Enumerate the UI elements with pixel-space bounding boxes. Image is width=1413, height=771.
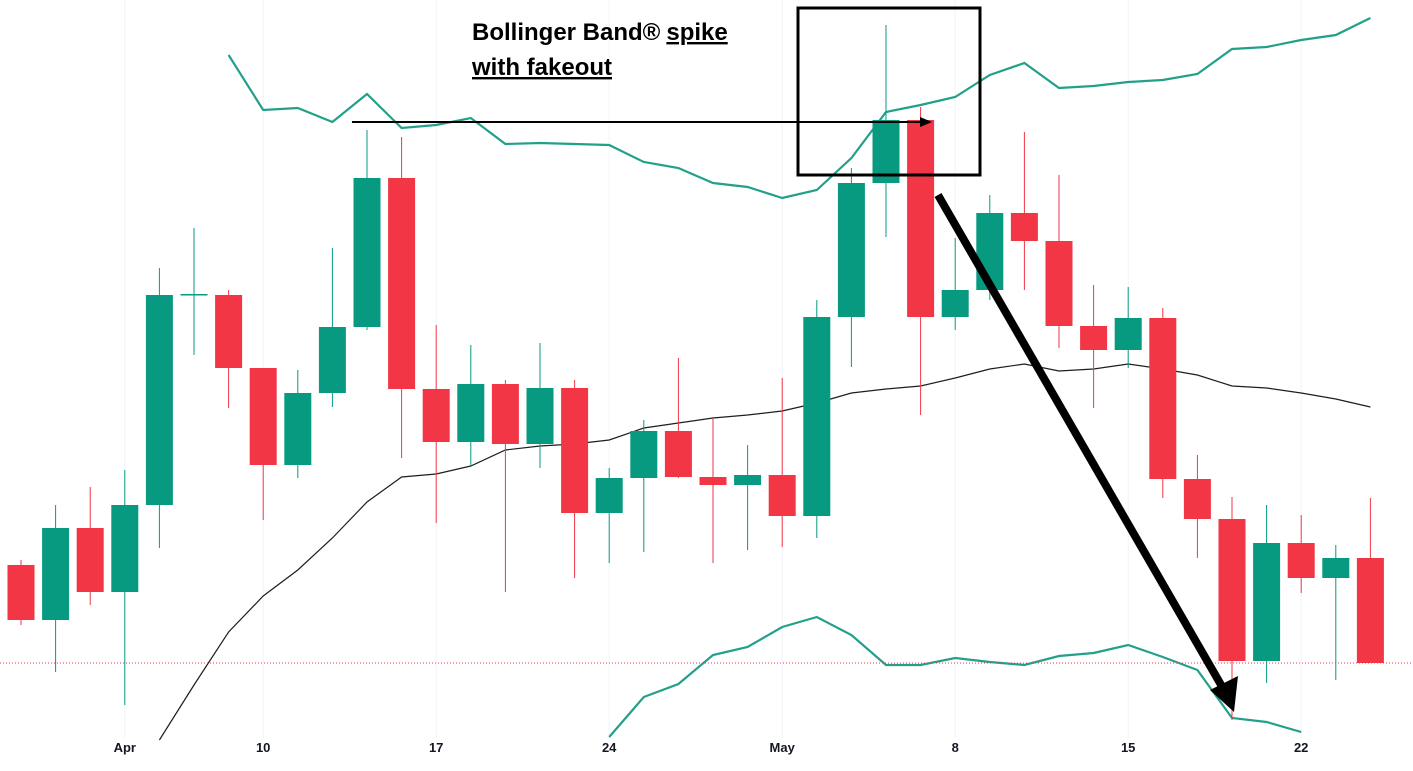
candle-body xyxy=(526,388,554,444)
candle-body xyxy=(284,393,312,465)
candle-body xyxy=(388,178,416,389)
candle-body xyxy=(491,384,519,444)
candle-body xyxy=(768,475,796,516)
x-tick-label: 10 xyxy=(256,740,270,755)
candle-body xyxy=(1322,558,1350,578)
candle-body xyxy=(353,178,381,327)
candle-body xyxy=(941,290,969,317)
candle-body xyxy=(1287,543,1315,578)
candle-body xyxy=(215,295,243,368)
x-tick-label: 15 xyxy=(1121,740,1135,755)
x-tick-label: 24 xyxy=(602,740,617,755)
candle-body xyxy=(595,478,623,513)
candle-body xyxy=(1356,558,1384,663)
candle-body xyxy=(803,317,831,516)
candle-body xyxy=(664,431,692,477)
candle-body xyxy=(1010,213,1038,241)
band-line xyxy=(158,363,1371,741)
annotation-text: spike xyxy=(666,19,727,46)
candle-body xyxy=(699,477,727,485)
candle-body xyxy=(457,384,485,442)
candle-body xyxy=(561,388,589,513)
candle-body xyxy=(318,327,346,393)
candle-body xyxy=(111,505,139,592)
x-tick-label: May xyxy=(770,740,796,755)
annotation: Bollinger Band® spike xyxy=(472,19,728,46)
trend-arrow xyxy=(934,192,1228,693)
x-tick-label: Apr xyxy=(114,740,136,755)
candle-body xyxy=(180,294,208,296)
band-line xyxy=(608,615,1302,738)
candle-body xyxy=(249,368,277,465)
annotation-text: with fakeout xyxy=(471,54,612,81)
level-arrowhead xyxy=(920,117,932,127)
trend-arrowhead xyxy=(1210,676,1238,712)
x-axis: Apr 10 17 24 May 8 15 22 xyxy=(114,740,1309,755)
candle-body xyxy=(630,431,658,478)
candle-body xyxy=(7,565,35,620)
x-tick-label: 17 xyxy=(429,740,443,755)
band-line xyxy=(227,17,1371,200)
candle-body xyxy=(1183,479,1211,519)
highlight-box xyxy=(796,6,982,177)
candle-body xyxy=(1045,241,1073,326)
x-tick-label: 8 xyxy=(952,740,959,755)
candle-body xyxy=(734,475,762,485)
candle-body xyxy=(76,528,104,592)
candle-body xyxy=(907,120,935,317)
candle-body xyxy=(1218,519,1246,661)
candle-body xyxy=(1114,318,1142,350)
candle-body xyxy=(422,389,450,442)
candle-body xyxy=(42,528,70,620)
candle-body xyxy=(872,120,900,183)
annotation-text: Bollinger Band® xyxy=(472,19,661,46)
candle-body xyxy=(1149,318,1177,479)
grid xyxy=(124,0,1302,738)
candle-body xyxy=(145,295,173,505)
candle-body xyxy=(1253,543,1281,661)
candle-body xyxy=(1080,326,1108,350)
x-tick-label: 22 xyxy=(1294,740,1308,755)
candle-body xyxy=(837,183,865,317)
candles xyxy=(0,25,1413,720)
